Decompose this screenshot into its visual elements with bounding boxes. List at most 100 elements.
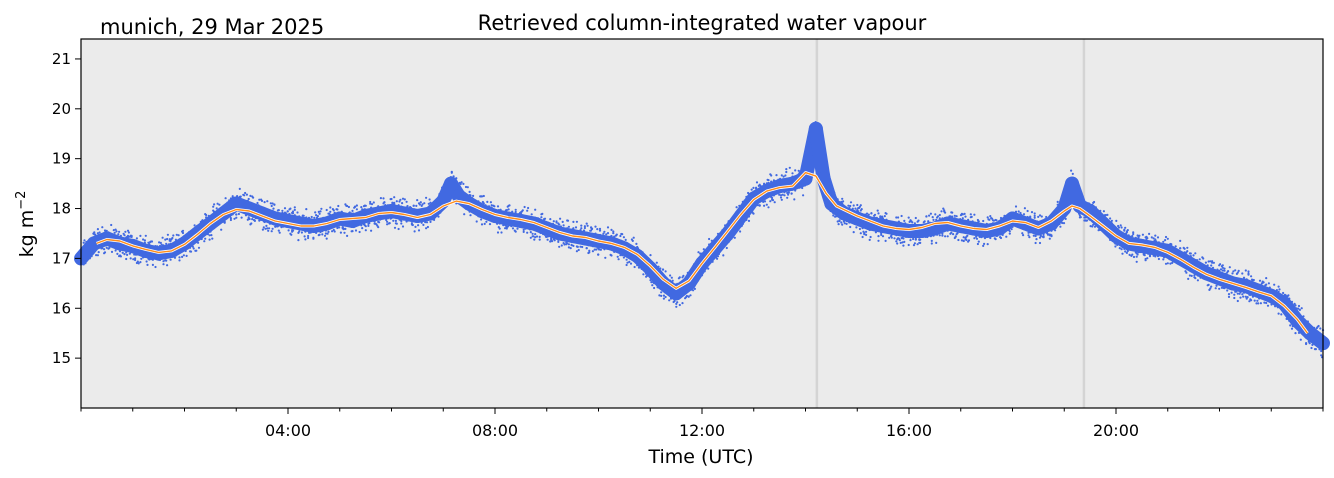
data-point xyxy=(463,213,466,216)
data-point xyxy=(238,187,241,190)
data-point xyxy=(1275,289,1278,292)
data-point xyxy=(545,235,548,238)
data-point xyxy=(1131,234,1134,238)
data-point xyxy=(360,206,363,209)
data-point xyxy=(96,228,99,231)
data-point xyxy=(1246,296,1249,299)
data-point xyxy=(682,274,685,277)
data-point xyxy=(399,198,402,201)
data-point xyxy=(318,233,321,236)
data-point xyxy=(992,219,996,222)
data-point xyxy=(986,243,989,246)
data-point xyxy=(1054,229,1057,232)
data-point xyxy=(893,237,896,240)
data-point xyxy=(377,226,380,229)
data-point xyxy=(293,208,296,211)
y-axis-label-sup: −2 xyxy=(14,191,29,210)
data-point xyxy=(400,222,403,225)
data-point xyxy=(1078,214,1081,217)
data-point xyxy=(1311,343,1314,346)
data-point xyxy=(1010,228,1013,231)
data-point xyxy=(860,208,863,211)
data-point xyxy=(1223,267,1226,270)
data-point xyxy=(401,202,404,205)
data-point xyxy=(1141,233,1144,236)
data-point xyxy=(962,236,965,239)
data-point xyxy=(994,238,997,241)
data-point xyxy=(324,232,327,235)
data-point xyxy=(642,273,645,276)
data-point xyxy=(707,267,710,270)
data-point xyxy=(1131,253,1134,256)
data-point xyxy=(364,204,367,207)
data-point xyxy=(859,232,862,235)
data-point xyxy=(579,245,582,248)
data-point xyxy=(553,239,556,242)
data-point xyxy=(1038,241,1042,245)
data-point xyxy=(575,220,579,223)
data-point xyxy=(1162,258,1165,261)
data-point xyxy=(277,209,280,212)
data-point xyxy=(916,243,919,246)
data-point xyxy=(137,262,140,265)
data-point xyxy=(400,219,403,223)
data-point xyxy=(986,216,989,219)
data-point xyxy=(569,247,572,250)
data-point xyxy=(1266,304,1270,307)
data-point xyxy=(427,202,430,205)
data-point xyxy=(952,233,955,236)
data-point xyxy=(897,216,900,219)
data-point xyxy=(162,260,165,263)
data-point xyxy=(1294,304,1297,307)
chart-subtitle: munich, 29 Mar 2025 xyxy=(100,15,324,39)
data-point xyxy=(307,234,310,238)
data-point xyxy=(1236,292,1239,295)
data-point xyxy=(660,291,663,294)
data-point xyxy=(263,201,266,204)
data-point xyxy=(692,289,695,292)
data-point xyxy=(245,193,248,196)
data-point xyxy=(676,301,679,304)
data-point xyxy=(1061,221,1064,225)
data-point xyxy=(852,204,855,207)
data-point xyxy=(1238,292,1241,295)
data-point xyxy=(290,233,293,236)
data-point xyxy=(1120,248,1123,251)
data-point xyxy=(267,229,270,232)
data-point xyxy=(235,213,238,216)
data-point xyxy=(1135,255,1138,258)
data-point xyxy=(755,181,759,184)
data-point xyxy=(595,248,598,251)
data-point xyxy=(355,208,358,211)
y-tick-label: 17 xyxy=(52,249,71,267)
data-point xyxy=(530,213,533,216)
data-point xyxy=(235,216,238,219)
data-point xyxy=(662,297,666,300)
data-point xyxy=(96,254,99,257)
data-point xyxy=(1282,291,1285,295)
y-tick-label: 15 xyxy=(52,349,71,367)
data-point xyxy=(1132,255,1136,259)
data-point xyxy=(873,213,877,216)
data-point xyxy=(1164,239,1167,242)
data-point xyxy=(555,220,558,223)
data-point xyxy=(514,208,517,211)
data-point xyxy=(1117,226,1121,229)
data-point xyxy=(331,230,334,233)
data-point xyxy=(505,227,508,230)
data-point xyxy=(938,234,941,237)
data-point xyxy=(944,235,947,238)
data-point xyxy=(237,212,240,216)
data-point xyxy=(941,234,944,237)
data-point xyxy=(130,234,133,237)
y-axis-label: kg m−2 xyxy=(14,191,38,258)
data-point xyxy=(498,227,501,230)
data-point xyxy=(951,211,954,214)
data-point xyxy=(612,230,615,233)
data-point xyxy=(1042,235,1045,238)
data-point xyxy=(966,234,969,237)
data-point xyxy=(793,198,796,201)
data-point xyxy=(619,234,622,238)
data-point xyxy=(543,217,547,220)
data-point xyxy=(521,209,524,212)
